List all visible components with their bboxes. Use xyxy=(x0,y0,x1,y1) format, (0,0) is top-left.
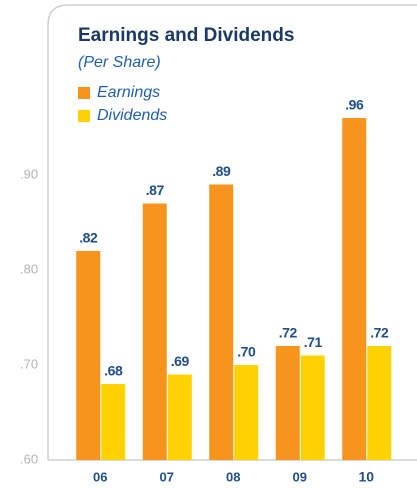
value-label: .69 xyxy=(171,353,190,369)
legend-swatch xyxy=(78,87,90,99)
x-tick-label: 07 xyxy=(160,469,174,484)
value-label: .72 xyxy=(279,325,298,341)
chart-title: Earnings and Dividends xyxy=(78,25,294,46)
value-label: .70 xyxy=(237,344,256,360)
value-label: .72 xyxy=(370,325,389,341)
x-tick-label: 09 xyxy=(293,469,307,484)
y-tick-label: .70 xyxy=(20,356,38,371)
value-label: .68 xyxy=(104,363,123,379)
bar xyxy=(300,355,325,460)
legend-swatch xyxy=(78,110,90,122)
value-label: .71 xyxy=(304,334,323,350)
value-label: .96 xyxy=(345,97,364,113)
chart-subtitle: (Per Share) xyxy=(78,54,161,71)
bar xyxy=(167,374,192,460)
bar xyxy=(275,346,300,460)
bar xyxy=(142,203,167,460)
value-label: .82 xyxy=(79,230,98,246)
y-tick-label: .60 xyxy=(20,451,38,466)
bar xyxy=(367,346,392,460)
bar xyxy=(209,184,234,460)
value-label: .87 xyxy=(146,182,165,198)
x-tick-label: 10 xyxy=(358,469,374,485)
y-tick-label: .90 xyxy=(20,166,38,181)
value-label: .89 xyxy=(212,163,231,179)
x-tick-label: 06 xyxy=(93,469,107,484)
bar xyxy=(101,384,126,460)
frame xyxy=(47,4,417,460)
bar xyxy=(234,365,259,460)
y-tick-label: .80 xyxy=(20,261,38,276)
bar xyxy=(342,118,367,460)
legend-label: Dividends xyxy=(97,107,167,124)
legend-label: Earnings xyxy=(97,84,160,101)
bar xyxy=(76,251,101,460)
x-tick-label: 08 xyxy=(226,469,240,484)
